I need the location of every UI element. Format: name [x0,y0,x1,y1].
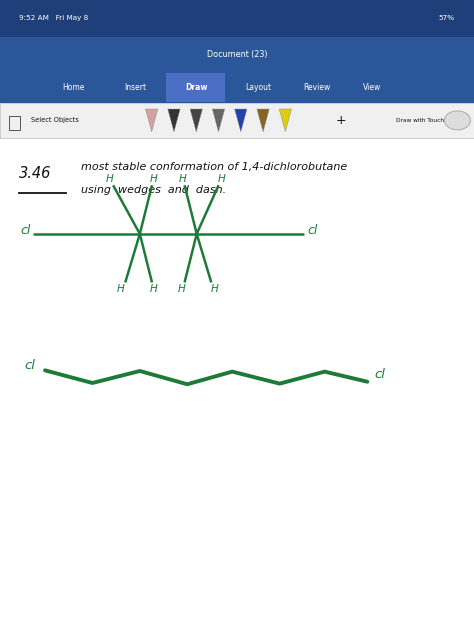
Polygon shape [190,109,202,132]
Text: cl: cl [374,368,385,380]
Text: Home: Home [62,83,85,92]
Text: Draw with Touch: Draw with Touch [396,118,444,123]
Text: 3.46: 3.46 [19,166,51,181]
Text: Review: Review [303,83,330,92]
Text: cl: cl [25,359,36,372]
Text: H: H [150,284,158,295]
Text: Document (23): Document (23) [207,49,267,59]
Text: H: H [179,174,186,184]
Text: 9:52 AM   Fri May 8: 9:52 AM Fri May 8 [19,15,88,21]
Text: cl: cl [20,224,30,237]
Text: H: H [150,174,158,184]
Polygon shape [212,109,225,132]
Bar [0,71,474,103]
Text: Select Objects: Select Objects [31,118,79,123]
Bar [9,116,20,130]
Text: 57%: 57% [439,15,455,21]
Polygon shape [235,109,247,132]
Bar [0,37,474,71]
Bar [0,103,474,138]
Text: Draw: Draw [185,83,208,92]
Text: H: H [178,284,185,295]
Bar [0,0,474,37]
Text: +: + [336,114,346,127]
Text: View: View [363,83,381,92]
Polygon shape [257,109,269,132]
Polygon shape [168,109,180,132]
Text: H: H [211,284,219,295]
Text: H: H [218,174,225,184]
Bar [166,73,225,102]
Text: Insert: Insert [124,83,146,92]
Text: H: H [106,174,114,184]
Polygon shape [279,109,292,132]
Text: using  wedges  and  dash.: using wedges and dash. [81,185,226,195]
Text: cl: cl [307,224,318,237]
Polygon shape [146,109,158,132]
Text: H: H [117,284,125,295]
Text: most stable conformation of 1,4-dichlorobutane: most stable conformation of 1,4-dichloro… [81,162,347,172]
Ellipse shape [444,111,470,130]
Text: Layout: Layout [245,83,272,92]
